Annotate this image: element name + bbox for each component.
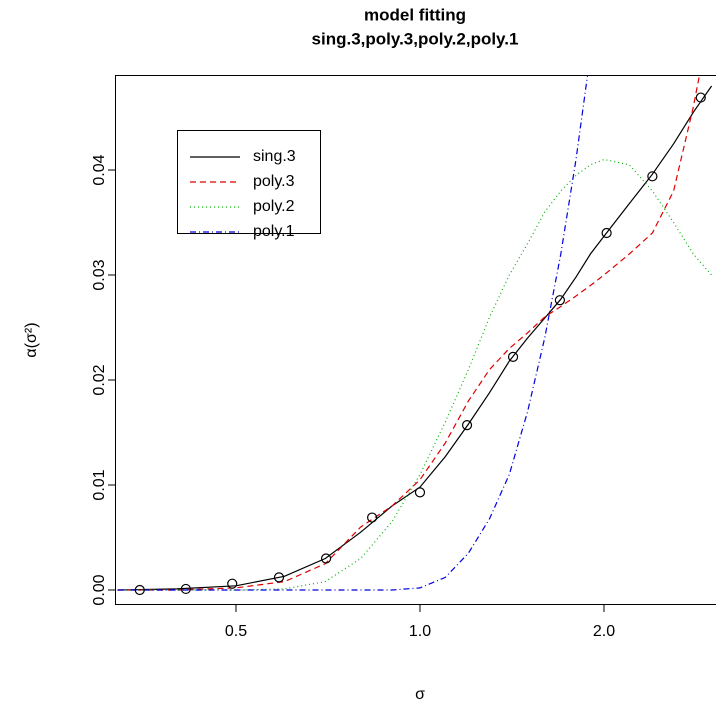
series-line <box>117 158 713 591</box>
legend-box <box>177 130 321 234</box>
legend-label: sing.3 <box>253 148 296 165</box>
y-tick-label: 0.02 <box>91 364 108 395</box>
plot-area <box>117 75 713 596</box>
data-point <box>554 295 565 306</box>
data-point <box>507 351 519 363</box>
y-tick-label: 0.00 <box>91 574 108 605</box>
y-tick-label: 0.01 <box>91 469 108 500</box>
y-tick-label: 0.03 <box>91 259 108 290</box>
legend-label: poly.1 <box>253 223 295 240</box>
series-line <box>117 75 589 591</box>
data-point <box>180 583 191 595</box>
legend-label: poly.3 <box>253 173 295 190</box>
y-axis-label: α(σ²) <box>23 322 40 357</box>
x-tick-label: 0.5 <box>225 623 247 640</box>
data-point <box>367 512 378 523</box>
data-point <box>273 572 285 583</box>
data-point <box>134 584 145 596</box>
series-line <box>117 75 701 591</box>
data-point <box>695 92 706 103</box>
series-line <box>117 85 713 591</box>
x-tick-label: 2.0 <box>593 623 615 640</box>
x-tick-label: 1.0 <box>409 623 431 640</box>
chart-subtitle: sing.3,poly.3,poly.2,poly.1 <box>312 29 519 48</box>
data-point <box>414 487 426 498</box>
y-tick-label: 0.04 <box>91 154 108 185</box>
legend-label: poly.2 <box>253 198 295 215</box>
data-point <box>461 420 473 431</box>
data-point <box>320 553 332 564</box>
data-point <box>227 578 238 589</box>
plot-frame <box>115 75 716 605</box>
data-point <box>647 171 658 182</box>
chart-title: model fitting <box>364 5 466 24</box>
x-axis-label: σ <box>415 686 425 703</box>
data-point <box>601 227 612 239</box>
